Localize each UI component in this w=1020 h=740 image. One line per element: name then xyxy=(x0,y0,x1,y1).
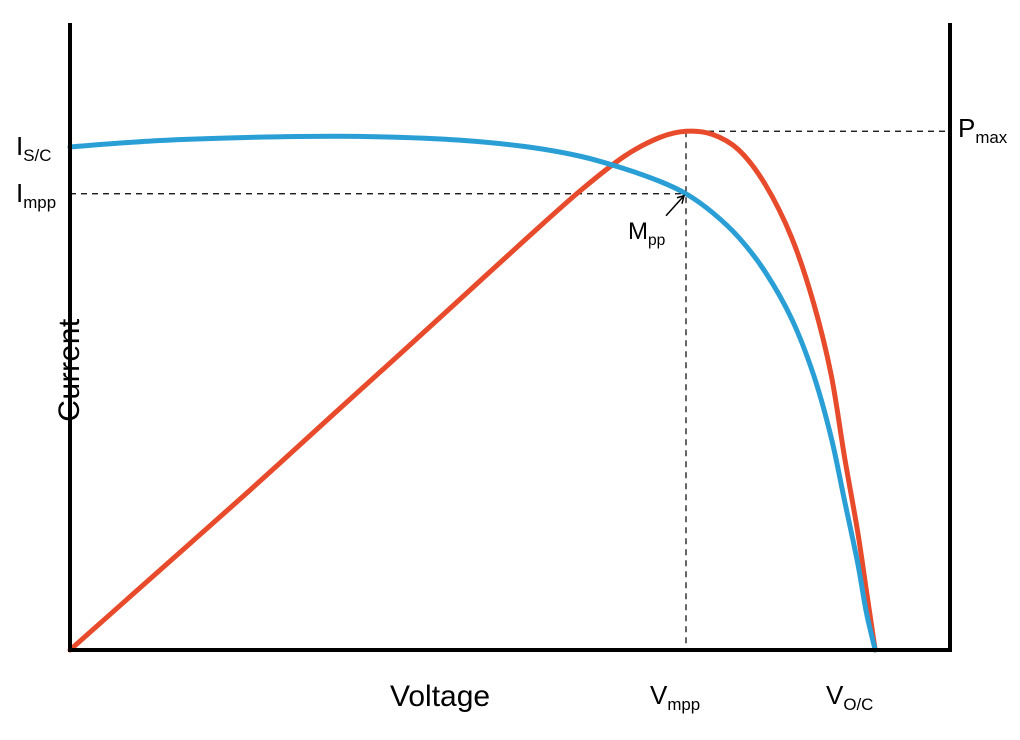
right-label-pmax: Pmax xyxy=(958,113,1007,148)
chart-svg xyxy=(0,0,1020,740)
x-tick-vmpp: Vmpp xyxy=(650,680,700,715)
x-axis-title: Voltage xyxy=(390,680,490,714)
y-tick-isc: IS/C xyxy=(16,131,51,166)
iv-pv-chart: Current Voltage IS/C Impp Vmpp VO/C Pmax… xyxy=(0,0,1020,740)
x-tick-voc: VO/C xyxy=(826,680,873,715)
y-axis-title: Current xyxy=(53,318,87,422)
mpp-label: Mpp xyxy=(628,218,665,250)
y-tick-impp: Impp xyxy=(16,178,56,213)
